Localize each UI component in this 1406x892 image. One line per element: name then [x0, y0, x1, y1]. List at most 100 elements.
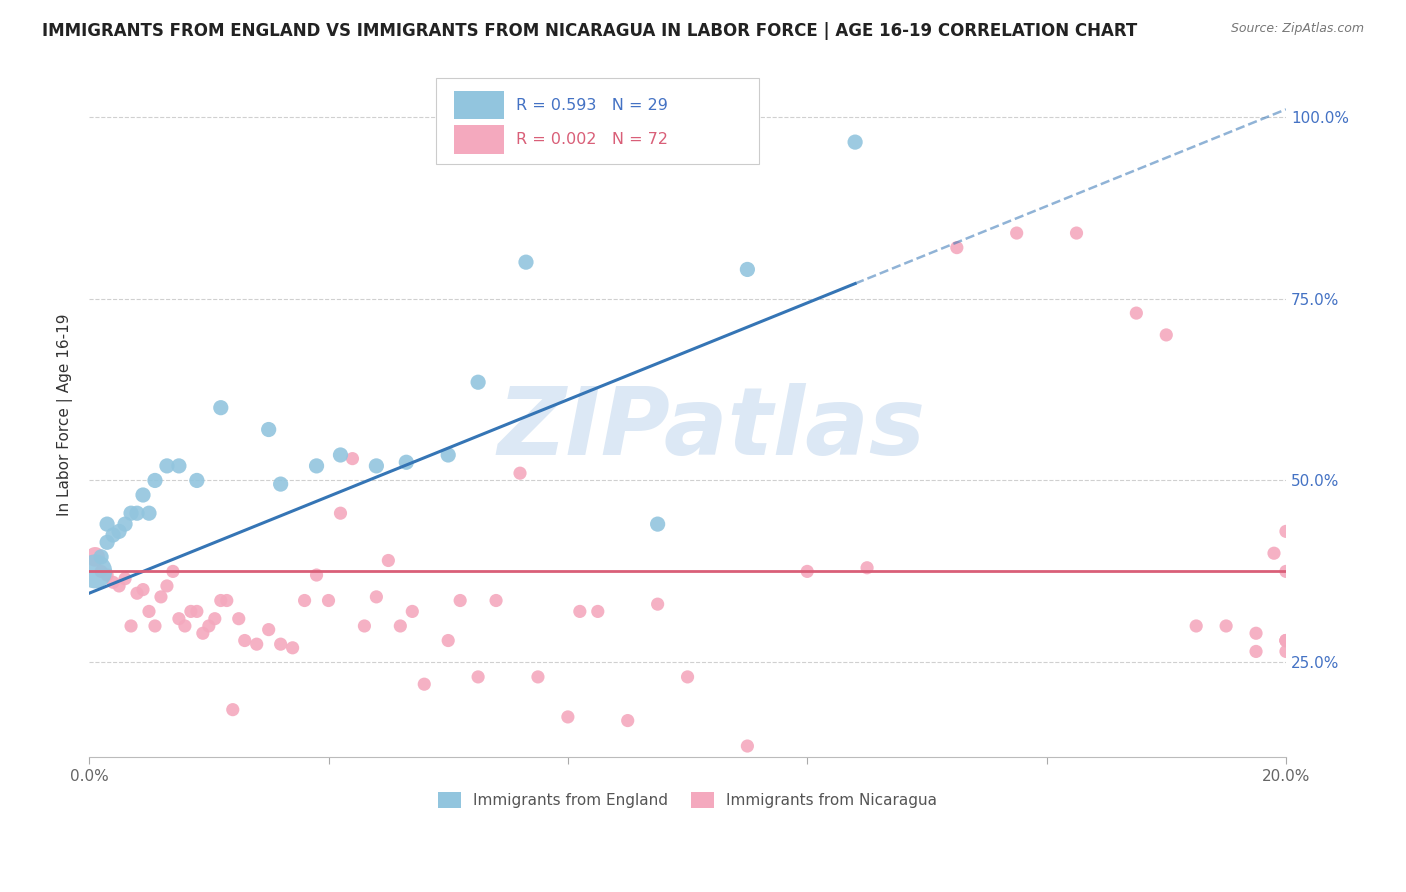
Point [1185, 619, 1208, 633]
Point [1066, 226, 1088, 240]
Point [1275, 644, 1298, 658]
Point [515, 255, 537, 269]
Point [342, 451, 364, 466]
FancyBboxPatch shape [454, 91, 505, 120]
Point [485, 593, 508, 607]
Point [198, 619, 221, 633]
Point [467, 670, 489, 684]
Legend: Immigrants from England, Immigrants from Nicaragua: Immigrants from England, Immigrants from… [432, 786, 943, 814]
Point [377, 553, 399, 567]
Point [305, 568, 328, 582]
Point [125, 586, 148, 600]
Point [120, 619, 142, 633]
Text: R = 0.593   N = 29: R = 0.593 N = 29 [516, 97, 668, 112]
Point [132, 582, 155, 597]
Point [120, 506, 142, 520]
Point [114, 572, 136, 586]
Point [114, 517, 136, 532]
Point [84, 549, 107, 564]
FancyBboxPatch shape [454, 125, 505, 153]
Point [366, 458, 388, 473]
Point [180, 604, 202, 618]
Point [467, 375, 489, 389]
Point [215, 593, 238, 607]
Point [90, 549, 112, 564]
Point [946, 241, 969, 255]
Point [246, 637, 269, 651]
Point [101, 575, 124, 590]
Point [270, 477, 292, 491]
Point [389, 619, 412, 633]
Point [1005, 226, 1028, 240]
Point [557, 710, 579, 724]
Point [737, 739, 759, 753]
FancyBboxPatch shape [436, 78, 759, 164]
Point [318, 593, 340, 607]
Point [143, 474, 166, 488]
Point [138, 604, 160, 618]
Point [222, 703, 245, 717]
Point [509, 466, 531, 480]
Text: IMMIGRANTS FROM ENGLAND VS IMMIGRANTS FROM NICARAGUA IN LABOR FORCE | AGE 16-19 : IMMIGRANTS FROM ENGLAND VS IMMIGRANTS FR… [42, 22, 1137, 40]
Point [1244, 644, 1267, 658]
Point [1156, 327, 1178, 342]
Point [96, 517, 118, 532]
Text: ZIPatlas: ZIPatlas [498, 383, 925, 475]
Point [96, 535, 118, 549]
Point [1215, 619, 1237, 633]
Point [1244, 626, 1267, 640]
Point [413, 677, 436, 691]
Point [527, 670, 550, 684]
Point [294, 593, 316, 607]
Point [84, 565, 107, 579]
Y-axis label: In Labor Force | Age 16-19: In Labor Force | Age 16-19 [58, 314, 73, 516]
Point [209, 401, 232, 415]
Point [557, 135, 579, 149]
Point [844, 135, 866, 149]
Point [228, 612, 250, 626]
Point [401, 604, 423, 618]
Point [437, 448, 460, 462]
Point [449, 593, 471, 607]
Point [138, 506, 160, 520]
Point [156, 579, 179, 593]
Point [204, 612, 226, 626]
Point [270, 637, 292, 651]
Point [167, 612, 190, 626]
Point [305, 458, 328, 473]
Point [281, 640, 304, 655]
Point [257, 423, 280, 437]
Point [796, 565, 818, 579]
Point [186, 474, 208, 488]
Text: R = 0.002   N = 72: R = 0.002 N = 72 [516, 132, 668, 147]
Point [1263, 546, 1285, 560]
Point [856, 561, 879, 575]
Point [174, 619, 197, 633]
Point [143, 619, 166, 633]
Point [1125, 306, 1147, 320]
Point [233, 633, 256, 648]
Point [329, 506, 352, 520]
Point [1275, 633, 1298, 648]
Point [437, 633, 460, 648]
Point [586, 604, 609, 618]
Point [1275, 524, 1298, 539]
Point [366, 590, 388, 604]
Text: Source: ZipAtlas.com: Source: ZipAtlas.com [1230, 22, 1364, 36]
Point [209, 593, 232, 607]
Point [132, 488, 155, 502]
Point [1275, 633, 1298, 648]
Point [395, 455, 418, 469]
Point [186, 604, 208, 618]
Point [108, 579, 131, 593]
Point [191, 626, 214, 640]
Point [96, 568, 118, 582]
Point [101, 528, 124, 542]
Point [353, 619, 375, 633]
Point [737, 262, 759, 277]
Point [156, 458, 179, 473]
Point [149, 590, 172, 604]
Point [108, 524, 131, 539]
Point [647, 517, 669, 532]
Point [90, 565, 112, 579]
